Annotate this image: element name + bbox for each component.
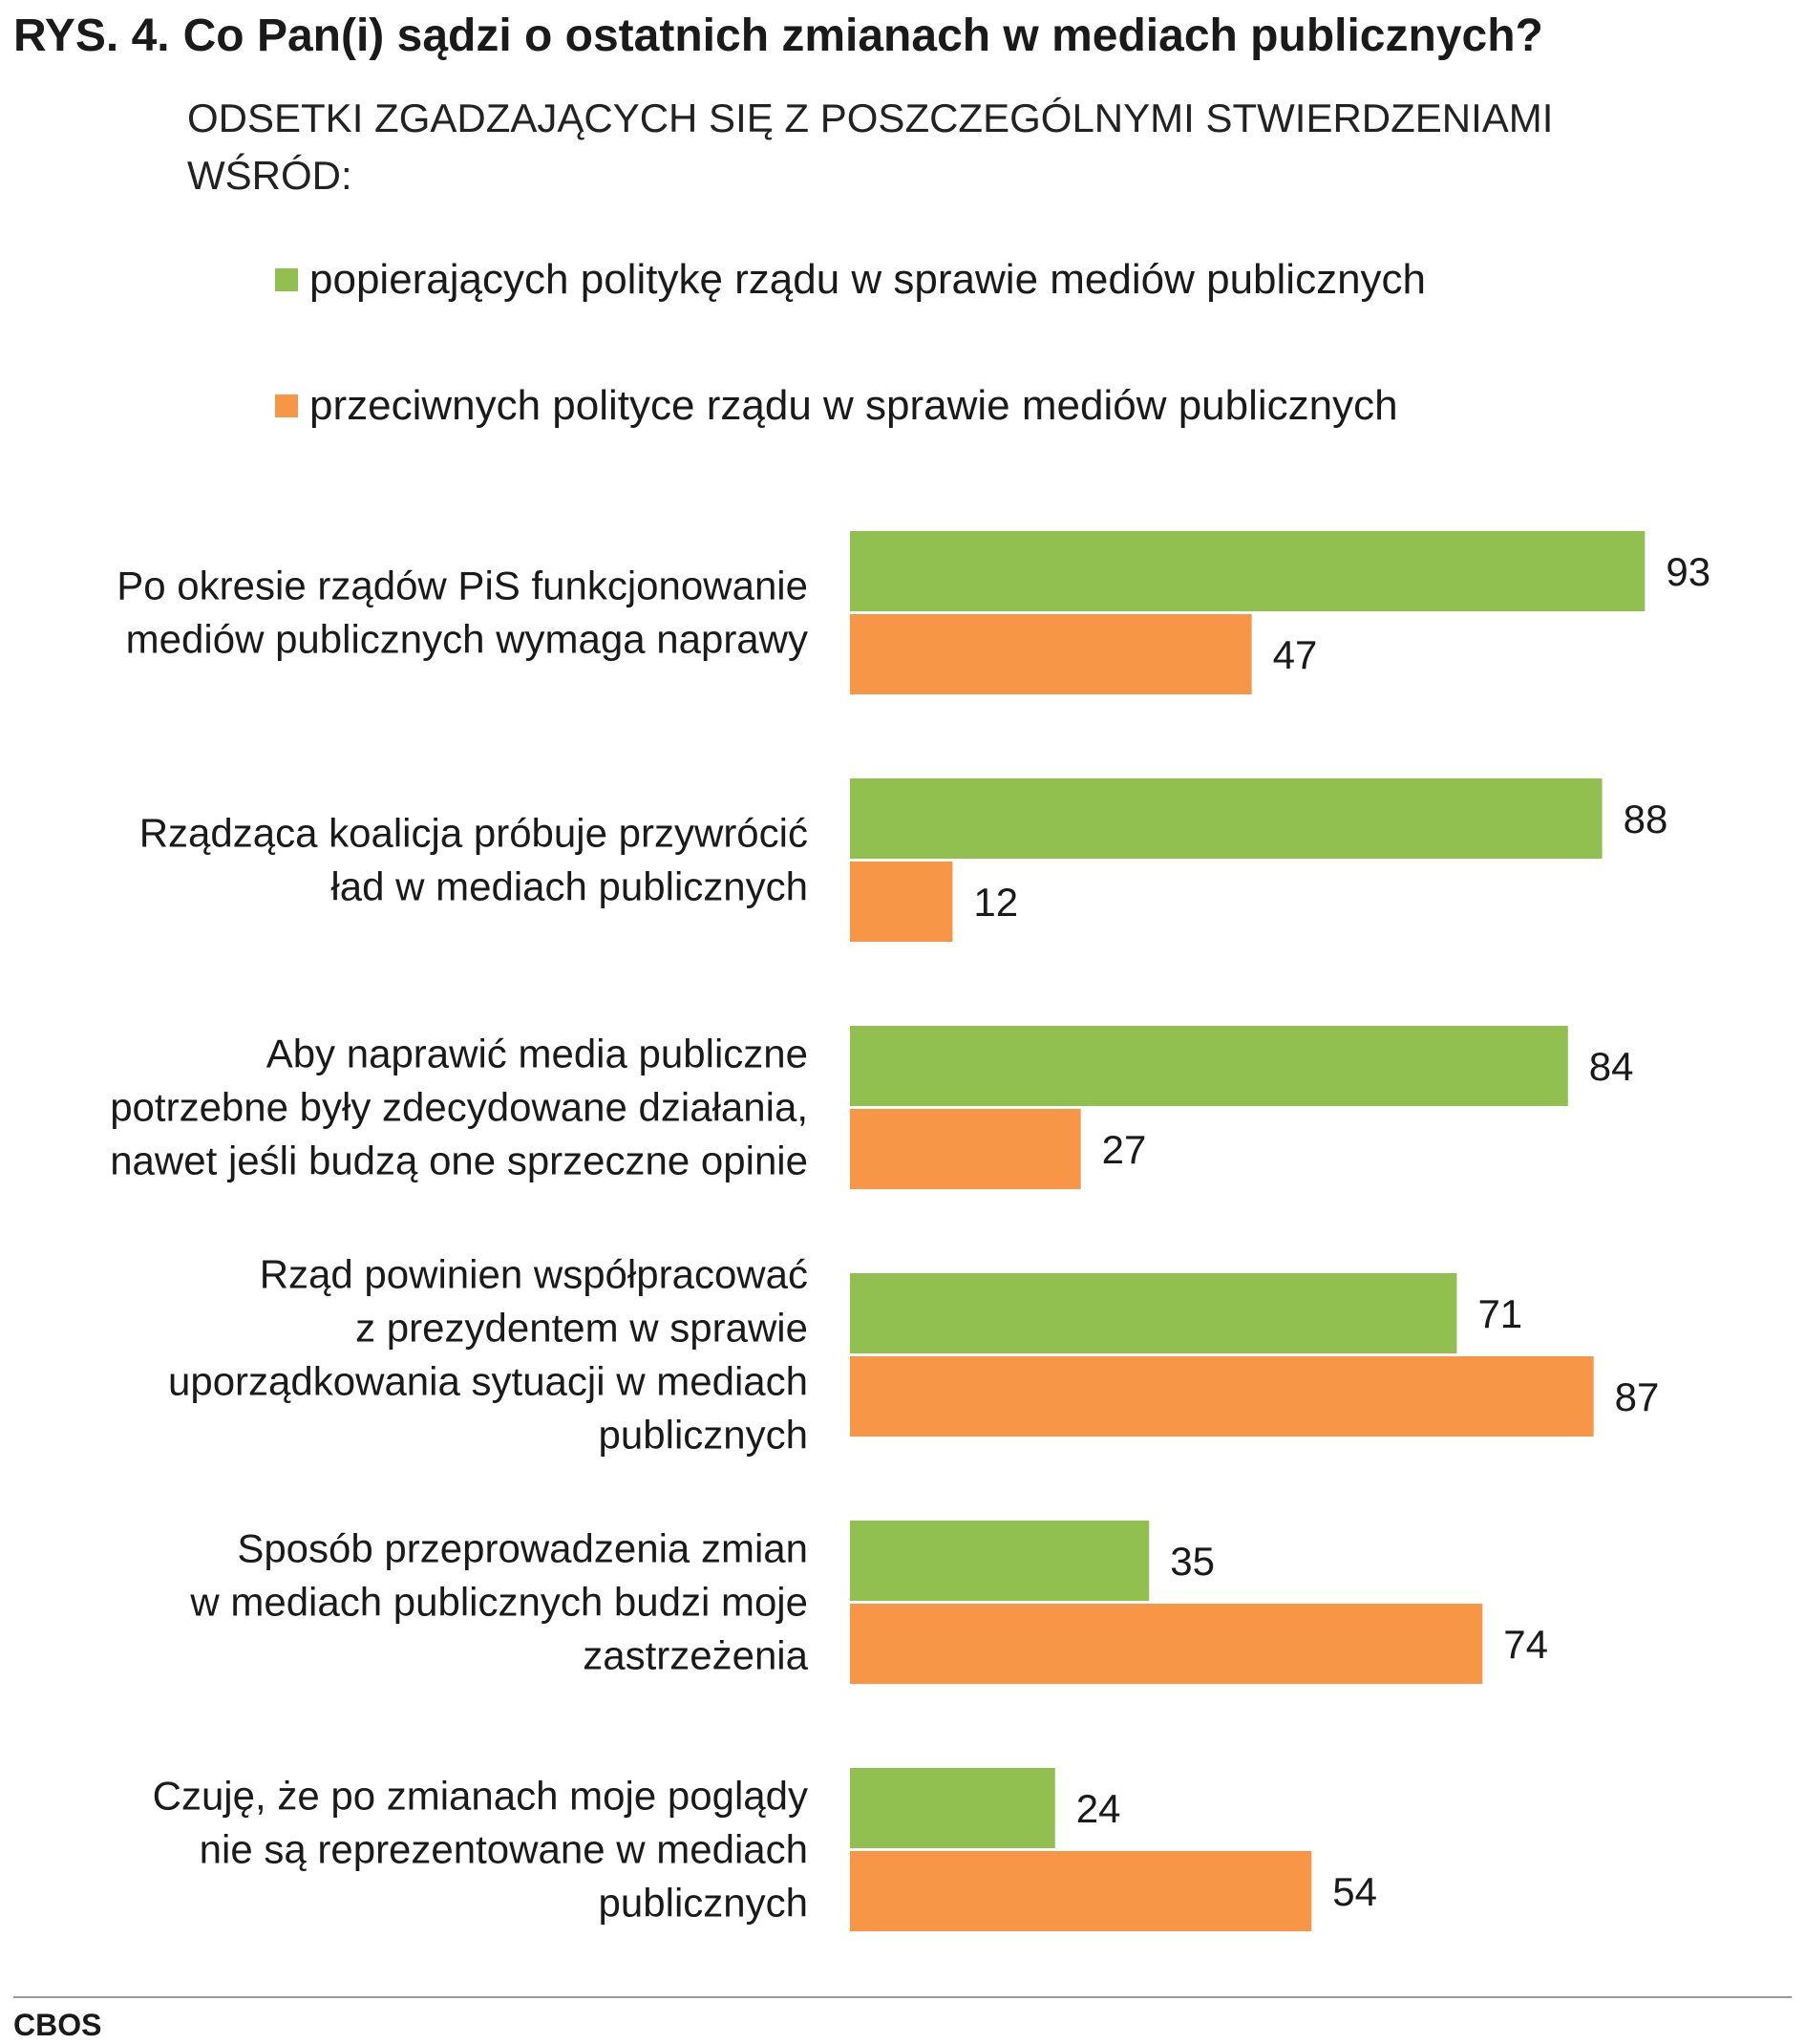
data-label: 54 [1332, 1869, 1377, 1914]
category-label-line: w mediach publicznych budzi moje [189, 1580, 808, 1625]
data-label: 47 [1273, 632, 1318, 677]
source-label: CBOS [13, 2008, 102, 2042]
legend-label-supporters: popierających politykę rządu w sprawie m… [309, 256, 1427, 303]
category-label-line: nie są reprezentowane w mediach [200, 1827, 808, 1872]
data-label: 87 [1615, 1374, 1660, 1419]
category-label: Po okresie rządów PiS funkcjonowanie medi… [117, 564, 808, 662]
data-label: 84 [1589, 1044, 1634, 1089]
bar-opponents [850, 1851, 1312, 1931]
data-label: 93 [1666, 549, 1710, 594]
bar-opponents [850, 862, 953, 942]
bar-supporters [850, 531, 1646, 611]
category-label-line: nawet jeśli budzą one sprzeczne opinie [110, 1139, 808, 1183]
bar-supporters [850, 1273, 1457, 1353]
chart-subtitle: ODSETKI ZGADZAJĄCYCH SIĘ Z POSZCZEGÓLNYM… [187, 96, 1554, 198]
data-label: 35 [1170, 1539, 1215, 1584]
data-label: 88 [1624, 797, 1668, 841]
category-label-line: potrzebne były zdecydowane działania, [110, 1085, 808, 1130]
data-label: 74 [1503, 1622, 1548, 1667]
category-label-line: Aby naprawić media publiczne [266, 1032, 808, 1076]
category-label-line: publicznych [599, 1881, 808, 1926]
category-label-line: Rządząca koalicja próbuje przywrócić [139, 811, 808, 856]
category-label: Rząd powinien współpracować z prezydentem… [168, 1252, 808, 1458]
legend-swatch-orange [275, 394, 298, 417]
legend-item-supporters: popierających politykę rządu w sprawie m… [275, 256, 1426, 304]
category-label: Sposób przeprowadzenia zmian w mediach pu… [189, 1526, 808, 1678]
bar-supporters [850, 778, 1603, 859]
category-label-line: uporządkowania sytuacji w mediach [168, 1359, 808, 1404]
category-label-line: mediów publicznych wymaga naprawy [126, 617, 808, 662]
bar-opponents [850, 614, 1252, 694]
figure-number: RYS. 4. [13, 11, 170, 61]
category-label-line: zastrzeżenia [583, 1633, 808, 1678]
category-label-line: Po okresie rządów PiS funkcjonowanie [117, 564, 808, 608]
bar-chart: Po okresie rządów PiS funkcjonowanie medi… [110, 531, 1710, 1931]
data-label: 27 [1102, 1127, 1147, 1172]
category-label-line: publicznych [599, 1413, 808, 1458]
legend-item-opponents: przeciwnych polityce rządu w sprawie med… [275, 382, 1398, 430]
data-label: 24 [1076, 1786, 1121, 1831]
bar-opponents [850, 1356, 1594, 1437]
footer-divider [13, 1996, 1792, 1998]
category-label-line: z prezydentem w sprawie [355, 1306, 808, 1351]
category-label-line: Czuję, że po zmianach moje poglądy [153, 1774, 808, 1819]
chart-title: RYS. 4. Co Pan(i) sądzi o ostatnich zmian… [13, 10, 1543, 62]
category-label-line: Rząd powinien współpracować [260, 1252, 808, 1297]
category-label: Rządząca koalicja próbuje przywrócić ład … [139, 811, 808, 909]
bar-opponents [850, 1604, 1483, 1684]
category-label: Aby naprawić media publiczne potrzebne by… [110, 1032, 808, 1183]
legend-swatch-green [275, 268, 298, 291]
bar-opponents [850, 1109, 1081, 1189]
bar-supporters [850, 1521, 1150, 1601]
category-label: Czuję, że po zmianach moje poglądy nie są… [153, 1774, 808, 1926]
category-label-line: Sposób przeprowadzenia zmian [237, 1526, 808, 1571]
figure-question: Co Pan(i) sądzi o ostatnich zmianach w m… [182, 11, 1543, 61]
data-label: 71 [1477, 1291, 1522, 1336]
bar-supporters [850, 1768, 1055, 1848]
bar-supporters [850, 1026, 1568, 1106]
category-label-line: ład w mediach publicznych [330, 864, 808, 909]
legend-label-opponents: przeciwnych polityce rządu w sprawie med… [309, 382, 1398, 429]
data-label: 12 [973, 880, 1018, 925]
